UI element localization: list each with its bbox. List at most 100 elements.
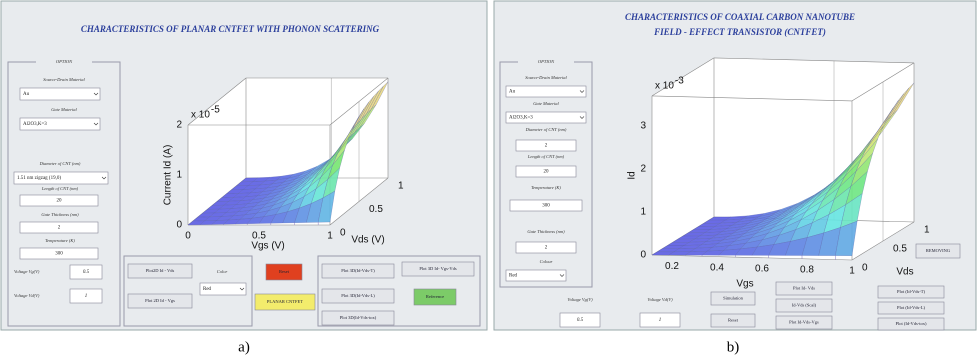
- select[interactable]: [19, 117, 101, 131]
- button-label: Plot (Id-Vds-L): [897, 305, 926, 310]
- y-axis-label: Vds (V): [351, 235, 384, 246]
- button[interactable]: [127, 293, 193, 309]
- input[interactable]: [639, 312, 681, 328]
- field-value: 1: [659, 318, 662, 323]
- field-label: Diameter of CNT (nm): [39, 161, 81, 166]
- button[interactable]: [775, 281, 833, 296]
- field-value: Al2O3,K=3: [23, 122, 47, 127]
- dropdown-arrow: [93, 92, 99, 96]
- field-value: Red: [509, 274, 518, 279]
- field-label: Diameter of CNT (nm): [525, 127, 567, 132]
- legend-gap: [36, 58, 92, 66]
- button[interactable]: [401, 261, 475, 277]
- surface-cell: [318, 190, 335, 223]
- field-label: Source-Drain Material: [43, 77, 85, 82]
- caption: b): [727, 339, 740, 355]
- button-label: Plot 2D Id - Vgs: [145, 298, 175, 303]
- button-label: Plot Id-Vds-Vgs: [789, 320, 819, 325]
- button[interactable]: [321, 288, 395, 304]
- input[interactable]: [19, 247, 99, 260]
- button[interactable]: [321, 263, 395, 279]
- input[interactable]: [559, 312, 601, 328]
- y-tick-label: 0: [340, 228, 346, 239]
- field-label: Voltage Vd(V): [14, 293, 40, 298]
- axis-box: [651, 254, 853, 261]
- input[interactable]: [69, 288, 103, 304]
- input[interactable]: [69, 264, 103, 280]
- button[interactable]: [877, 317, 945, 331]
- button-label: PLANAR CNTFET: [267, 299, 303, 304]
- button[interactable]: [265, 263, 303, 281]
- x-tick-label: 0.6: [755, 263, 769, 274]
- x-axis-label: Vgs: [736, 279, 753, 290]
- field-label: Temperature (K): [531, 185, 561, 190]
- field-label: Gate Material: [51, 107, 77, 112]
- y-tick-label: 0.5: [893, 244, 907, 255]
- button-label: Plot (Id-Vds-tox): [895, 321, 927, 326]
- axis-box: [187, 77, 247, 126]
- field-value: 0.5: [577, 318, 584, 323]
- field-label: Gate Thickness (nm): [527, 229, 565, 234]
- button[interactable]: [877, 285, 945, 299]
- button-group: [317, 255, 481, 327]
- select[interactable]: [19, 87, 101, 101]
- field-value: Red: [203, 287, 212, 292]
- input[interactable]: [515, 241, 577, 254]
- field-value: 2: [545, 246, 548, 251]
- button[interactable]: [710, 313, 756, 328]
- button[interactable]: [321, 310, 395, 326]
- input[interactable]: [19, 221, 99, 234]
- select[interactable]: [13, 171, 109, 185]
- input[interactable]: [509, 199, 583, 212]
- button[interactable]: [775, 298, 833, 313]
- button-label: Reset: [728, 318, 739, 323]
- select[interactable]: [505, 111, 587, 124]
- button-label: Reset: [279, 269, 290, 274]
- button[interactable]: [915, 243, 961, 259]
- z-tick-label: 1: [176, 170, 182, 181]
- button-label: Plot (Id-Vds-T): [897, 289, 926, 294]
- z-tick-label: 1: [640, 207, 646, 218]
- button[interactable]: [127, 263, 193, 279]
- button-label: Plot2D Id - Vds: [146, 268, 175, 273]
- y-tick-label: 1: [924, 225, 930, 236]
- axis-box: [651, 95, 853, 102]
- button[interactable]: [775, 315, 833, 330]
- dropdown-arrow: [101, 176, 107, 180]
- button[interactable]: [710, 291, 756, 306]
- button-label: Reference: [426, 294, 444, 299]
- select[interactable]: [505, 269, 567, 282]
- dropdown-arrow: [579, 90, 585, 93]
- field-value: 2: [58, 226, 61, 231]
- button-label: Simulation: [723, 296, 744, 301]
- select[interactable]: [199, 282, 247, 296]
- button-label: Plot 3D(Id-Vds-tox): [340, 315, 377, 320]
- z-tick-label: 2: [176, 120, 182, 131]
- axis-box: [713, 57, 915, 64]
- x-tick-label: 0: [185, 231, 191, 242]
- x-tick-label: 1: [327, 231, 333, 242]
- scale-label: x 10: [655, 81, 674, 92]
- input[interactable]: [515, 139, 577, 152]
- field-value: 0.5: [83, 270, 90, 275]
- button[interactable]: [877, 301, 945, 315]
- scale-exponent: -3: [675, 76, 684, 87]
- input[interactable]: [515, 165, 577, 178]
- y-tick-label: 1: [398, 181, 404, 192]
- button-label: Id-Vds (Scal): [792, 303, 817, 308]
- field-label: Voltage Vd(V): [647, 297, 673, 302]
- x-tick-label: 0.4: [710, 262, 724, 273]
- select[interactable]: [505, 85, 587, 98]
- y-tick-label: 0.5: [369, 204, 383, 215]
- input[interactable]: [19, 194, 99, 207]
- button[interactable]: [254, 293, 316, 311]
- button[interactable]: [413, 288, 457, 306]
- field-value: 300: [55, 252, 63, 257]
- dropdown-arrow: [239, 287, 245, 291]
- caption: a): [238, 339, 250, 355]
- field-label: Gate Material: [533, 101, 559, 106]
- y-tick-label: 0: [862, 263, 868, 274]
- surface-cell: [835, 220, 858, 256]
- title: CHARACTERISTICS OF PLANAR CNTFET WITH PH…: [81, 24, 380, 34]
- scale-label: x 10: [191, 110, 210, 121]
